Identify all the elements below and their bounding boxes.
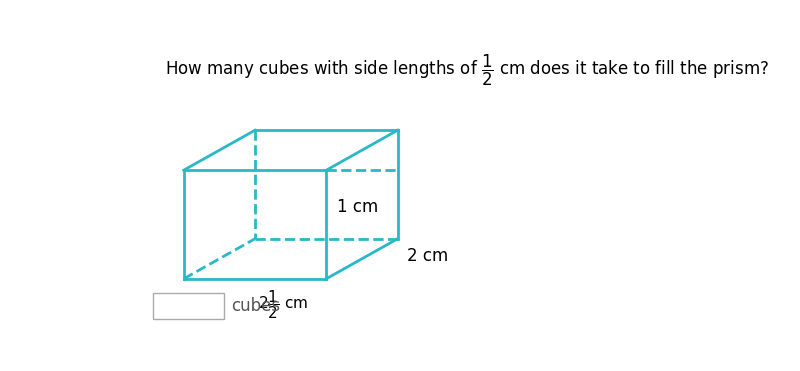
Text: 2 cm: 2 cm [407, 247, 448, 265]
Text: 1 cm: 1 cm [338, 198, 378, 216]
Text: cubes: cubes [231, 297, 281, 315]
Text: $2\dfrac{1}{2}$ cm: $2\dfrac{1}{2}$ cm [258, 288, 308, 321]
Text: How many cubes with side lengths of $\dfrac{1}{2}$ cm does it take to fill the p: How many cubes with side lengths of $\df… [165, 53, 769, 88]
FancyBboxPatch shape [153, 293, 224, 319]
